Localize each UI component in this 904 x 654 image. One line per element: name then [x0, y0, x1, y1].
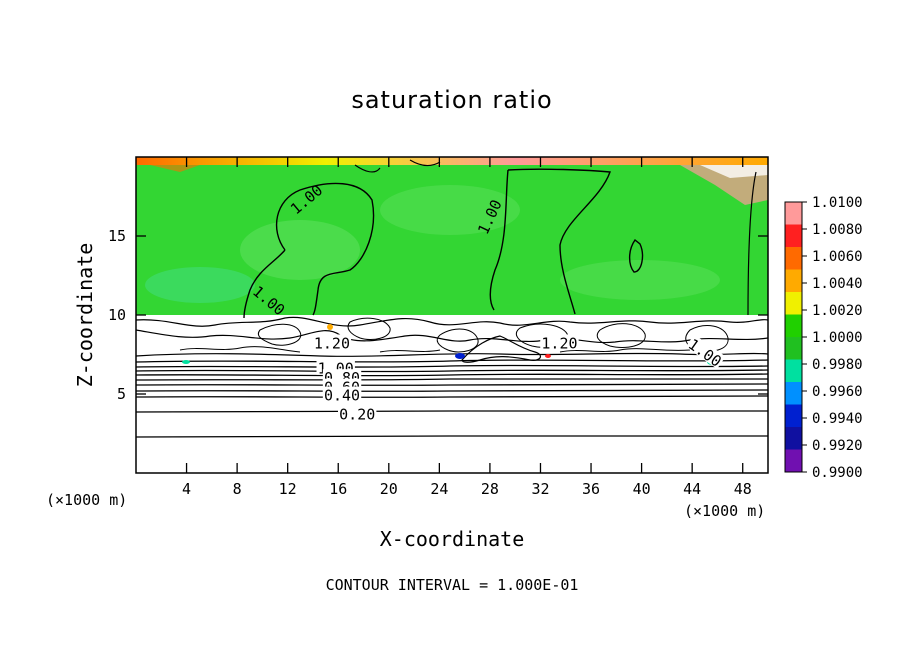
contour-label: 1.20 [312, 334, 352, 352]
contour-label-bg [685, 334, 726, 369]
y-tick-label: 15 [108, 227, 126, 245]
colorbar-swatch [785, 449, 802, 473]
contour-label: 0.20 [338, 405, 377, 424]
colorbar-label: 1.0060 [812, 249, 863, 265]
x-axis: 4 8 12 16 20 24 28 32 36 40 44 48 [182, 157, 752, 498]
x-tick-label: 24 [430, 480, 448, 498]
contour-lines [135, 159, 769, 438]
colorbar-swatch [785, 382, 802, 405]
colorbar-swatch [785, 427, 802, 450]
contour-label-bg [322, 386, 362, 402]
colorbar-label: 0.9960 [812, 384, 863, 400]
x-tick-label: 16 [329, 480, 347, 498]
x-unit-left: (×1000 m) [46, 491, 127, 509]
chart-title: saturation ratio [351, 86, 553, 114]
x-tick-label: 28 [481, 480, 499, 498]
colorbar-label: 0.9920 [812, 438, 863, 454]
colorbar-label: 1.0000 [812, 330, 863, 346]
contour-label-bg [312, 334, 352, 350]
colorbar-label: 1.0020 [812, 303, 863, 319]
colorbar-label: 1.0080 [812, 222, 863, 238]
y-tick-label: 5 [117, 385, 126, 403]
colorbar-swatch [785, 337, 802, 360]
colorbar-label: 0.9900 [812, 465, 863, 481]
contour-labels: 1.001.001.001.201.201.001.000.800.600.40… [249, 181, 726, 424]
x-tick-label: 32 [531, 480, 549, 498]
colorbar-label: 1.0040 [812, 276, 863, 292]
colorbar-label: 1.0100 [812, 195, 863, 211]
x-tick-label: 8 [233, 480, 242, 498]
x-unit-right: (×1000 m) [684, 502, 765, 520]
contour-label-bg [338, 405, 377, 421]
colorbar-label: 0.9940 [812, 411, 863, 427]
contour-interval-note: CONTOUR INTERVAL = 1.000E-01 [325, 576, 579, 594]
contour-label-text: 1.20 [314, 334, 350, 352]
x-tick-label: 12 [279, 480, 297, 498]
colorbar-swatch [785, 202, 802, 225]
saturation-field [136, 157, 768, 315]
colorbar-swatch [785, 359, 802, 383]
colorbar-swatch [785, 247, 802, 270]
x-tick-label: 48 [734, 480, 752, 498]
x-tick-label: 40 [633, 480, 651, 498]
x-tick-label: 36 [582, 480, 600, 498]
colorbar-swatch [785, 269, 802, 293]
y-axis: 5 10 15 [108, 227, 768, 403]
contour-label-text: 0.20 [339, 406, 375, 424]
contour-label: 0.40 [322, 386, 362, 405]
contour-label: 1.20 [540, 334, 579, 352]
colorbar: 1.0100 1.0080 1.0060 1.0040 1.0020 1.0000 0.99… [784, 195, 863, 481]
contour-label-text: 0.40 [324, 387, 360, 405]
contour-label-bg [540, 334, 579, 350]
colorbar-label: 0.9980 [812, 357, 863, 373]
y-axis-label: Z-coordinate [73, 243, 97, 388]
y-tick-label: 10 [108, 306, 126, 324]
x-tick-label: 4 [182, 480, 191, 498]
colorbar-swatch [785, 292, 802, 315]
x-axis-label: X-coordinate [380, 527, 525, 551]
contour-label-text: 1.20 [541, 334, 577, 352]
colorbar-swatch [785, 224, 802, 248]
x-tick-label: 20 [380, 480, 398, 498]
x-tick-label: 44 [683, 480, 701, 498]
colorbar-swatch [785, 404, 802, 428]
colorbar-swatch [785, 314, 802, 338]
